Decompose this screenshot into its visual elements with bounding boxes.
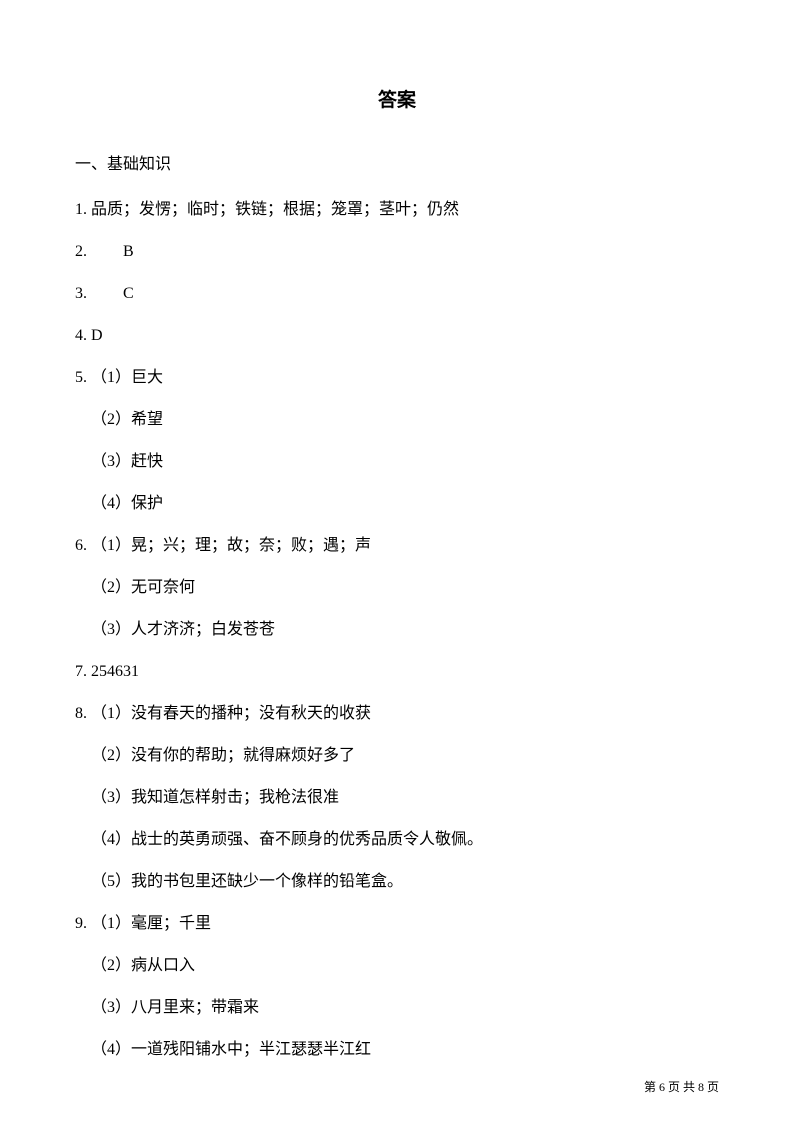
answer-6-1: 6. （1）晃；兴；理；故；奈；败；遇；声 xyxy=(75,534,719,558)
answer-1: 1. 品质；发愣；临时；铁链；根据；笼罩；茎叶；仍然 xyxy=(75,198,719,222)
answer-4: 4. D xyxy=(75,324,719,348)
answer-9-2: （2）病从口入 xyxy=(75,954,719,978)
answer-7: 7. 254631 xyxy=(75,660,719,684)
page-title: 答案 xyxy=(75,85,719,112)
answer-2: 2. B xyxy=(75,240,719,264)
answer-6-2: （2）无可奈何 xyxy=(75,576,719,600)
answer-8-5: （5）我的书包里还缺少一个像样的铅笔盒。 xyxy=(75,870,719,894)
answer-9-1: 9. （1）毫厘；千里 xyxy=(75,912,719,936)
answer-8-4: （4）战士的英勇顽强、奋不顾身的优秀品质令人敬佩。 xyxy=(75,828,719,852)
answer-8-1: 8. （1）没有春天的播种；没有秋天的收获 xyxy=(75,702,719,726)
section-header: 一、基础知识 xyxy=(75,150,719,174)
answer-9-3: （3）八月里来；带霜来 xyxy=(75,996,719,1020)
answer-9-4: （4）一道残阳铺水中；半江瑟瑟半江红 xyxy=(75,1038,719,1062)
answer-8-3: （3）我知道怎样射击；我枪法很准 xyxy=(75,786,719,810)
answer-6-3: （3）人才济济；白发苍苍 xyxy=(75,618,719,642)
answer-3: 3. C xyxy=(75,282,719,306)
answer-5-2: （2）希望 xyxy=(75,408,719,432)
answer-5-1: 5. （1）巨大 xyxy=(75,366,719,390)
page-footer: 第 6 页 共 8 页 xyxy=(644,1078,719,1095)
answer-5-3: （3）赶快 xyxy=(75,450,719,474)
answer-8-2: （2）没有你的帮助；就得麻烦好多了 xyxy=(75,744,719,768)
answer-5-4: （4）保护 xyxy=(75,492,719,516)
